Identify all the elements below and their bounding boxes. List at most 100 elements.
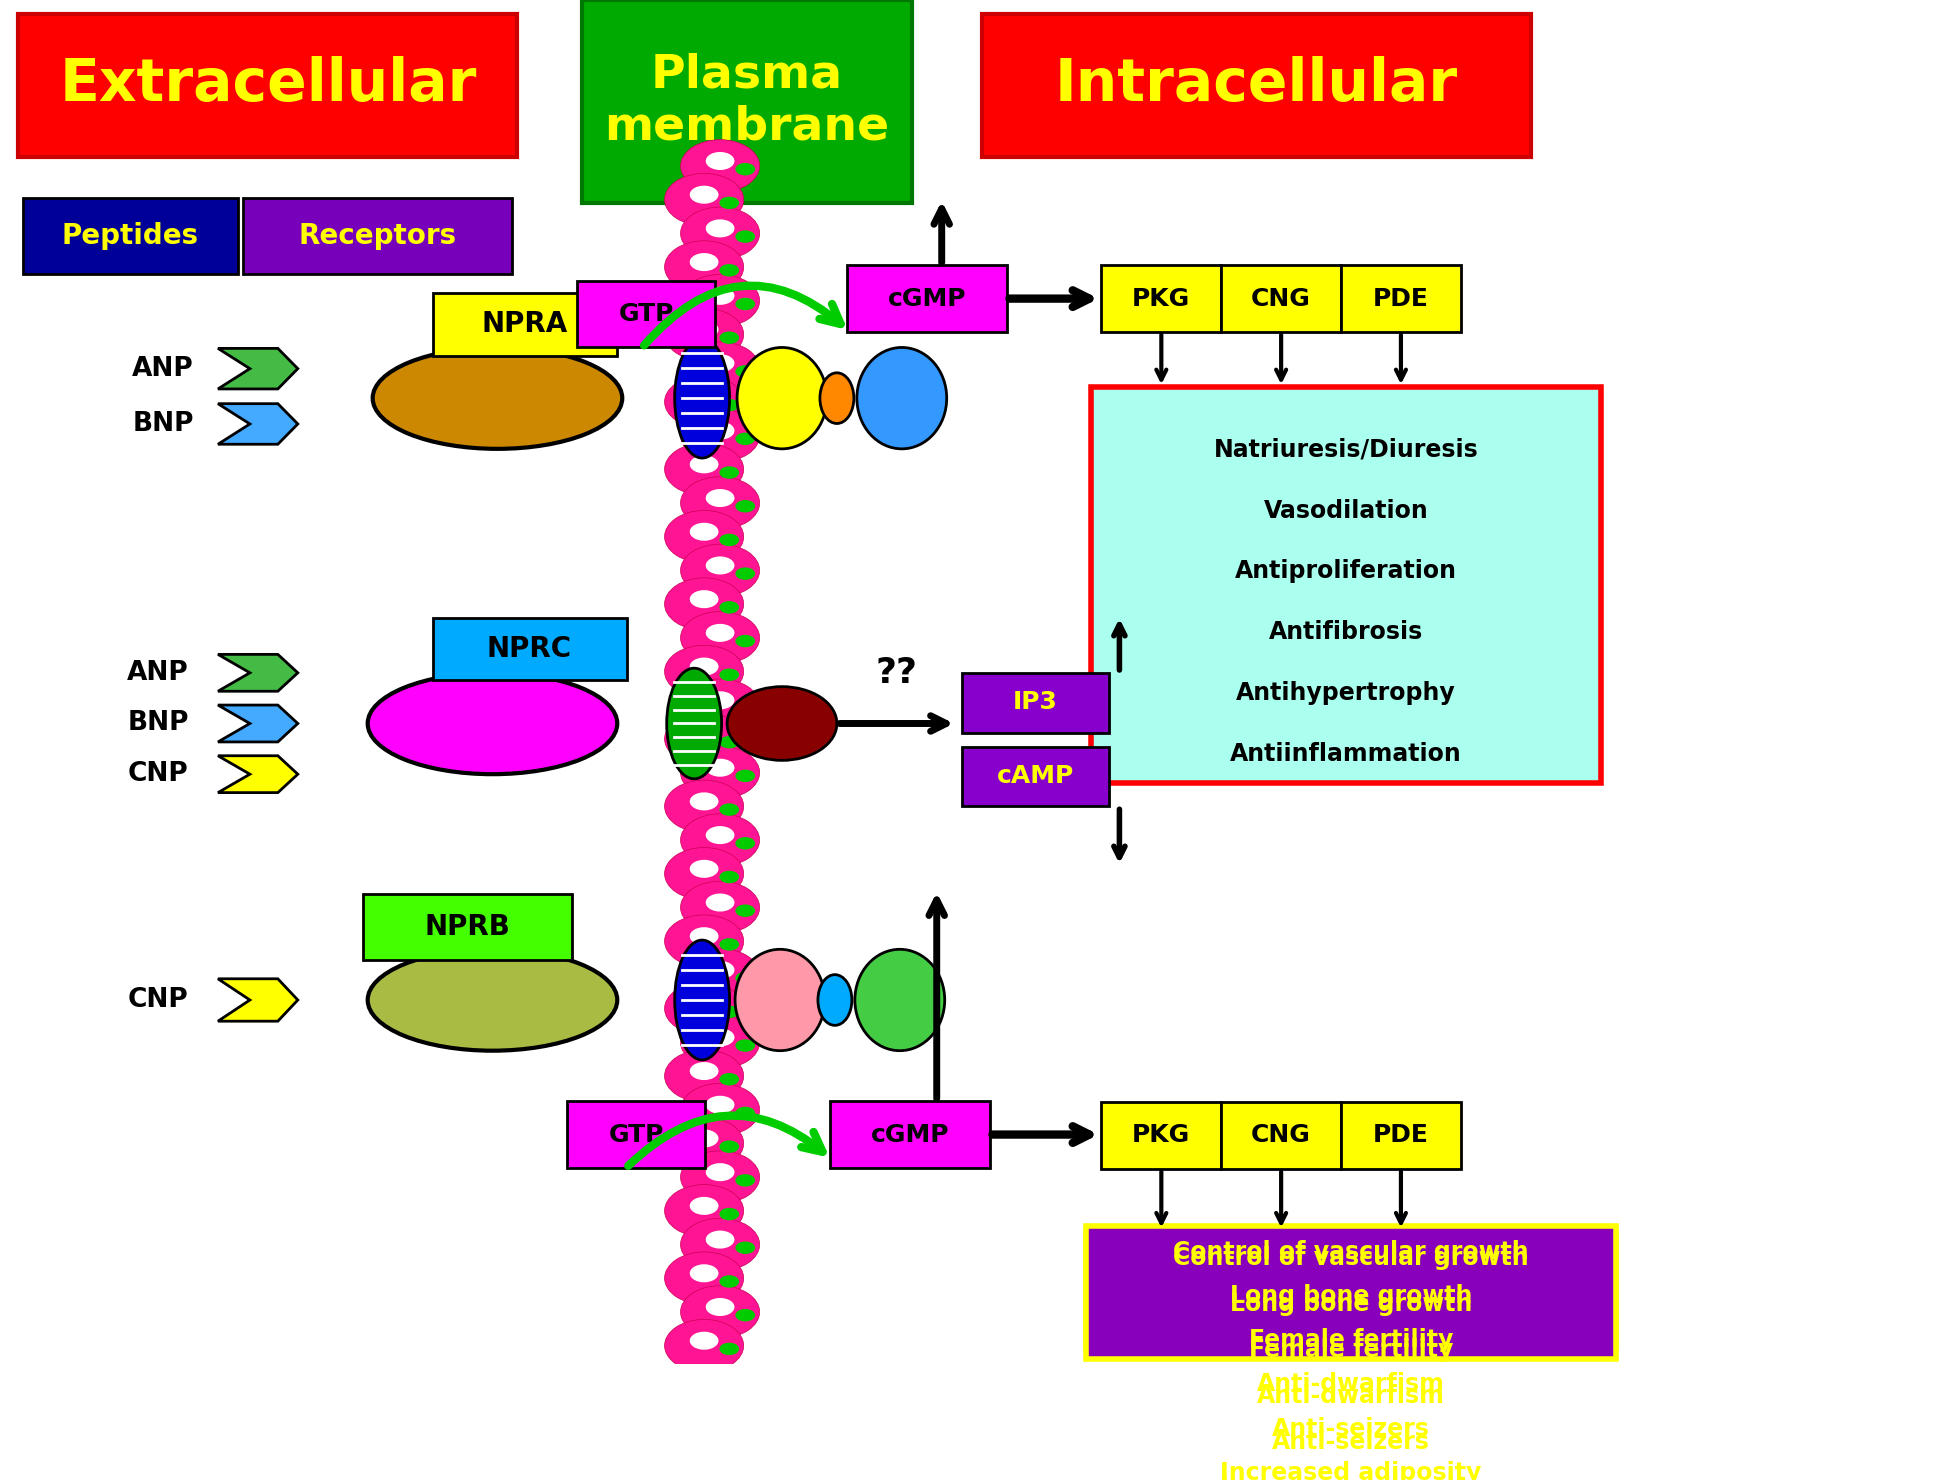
- Ellipse shape: [854, 949, 944, 1051]
- Ellipse shape: [690, 657, 718, 675]
- Ellipse shape: [667, 667, 722, 778]
- FancyBboxPatch shape: [981, 13, 1531, 157]
- FancyBboxPatch shape: [1102, 265, 1221, 332]
- Ellipse shape: [665, 1319, 743, 1372]
- Ellipse shape: [720, 466, 739, 478]
- Ellipse shape: [706, 556, 735, 574]
- Ellipse shape: [720, 1141, 739, 1153]
- Ellipse shape: [856, 348, 946, 448]
- Ellipse shape: [720, 534, 739, 546]
- Ellipse shape: [665, 577, 743, 630]
- Ellipse shape: [690, 253, 718, 271]
- Ellipse shape: [706, 1095, 735, 1114]
- FancyBboxPatch shape: [1086, 1225, 1615, 1360]
- Ellipse shape: [690, 1129, 718, 1147]
- FancyBboxPatch shape: [831, 1101, 991, 1168]
- Ellipse shape: [735, 635, 755, 647]
- Text: NPRA: NPRA: [482, 311, 567, 339]
- Text: GTP: GTP: [618, 302, 675, 326]
- Text: PKG: PKG: [1133, 1123, 1189, 1147]
- Ellipse shape: [706, 894, 735, 912]
- Ellipse shape: [720, 1208, 739, 1221]
- Text: Female fertility: Female fertility: [1248, 1338, 1453, 1362]
- Ellipse shape: [735, 1174, 755, 1187]
- Ellipse shape: [706, 961, 735, 978]
- Ellipse shape: [706, 354, 735, 373]
- Text: Anti-seizers: Anti-seizers: [1271, 1430, 1429, 1455]
- Ellipse shape: [735, 702, 755, 715]
- Ellipse shape: [372, 348, 622, 448]
- Ellipse shape: [681, 207, 760, 259]
- Text: CNG: CNG: [1252, 1123, 1310, 1147]
- Text: NPRC: NPRC: [488, 635, 571, 663]
- Text: Increased adiposity: Increased adiposity: [1221, 1461, 1482, 1480]
- Text: ANP: ANP: [133, 355, 193, 382]
- Ellipse shape: [681, 881, 760, 934]
- Ellipse shape: [690, 1197, 718, 1215]
- Ellipse shape: [735, 972, 755, 984]
- Text: Intracellular: Intracellular: [1055, 56, 1459, 114]
- Ellipse shape: [690, 456, 718, 474]
- Text: BNP: BNP: [127, 710, 189, 737]
- Ellipse shape: [665, 443, 743, 496]
- FancyBboxPatch shape: [244, 198, 513, 274]
- Ellipse shape: [735, 1242, 755, 1254]
- Ellipse shape: [690, 926, 718, 946]
- Ellipse shape: [665, 915, 743, 968]
- FancyBboxPatch shape: [18, 13, 517, 157]
- Ellipse shape: [735, 1107, 755, 1119]
- Polygon shape: [218, 348, 298, 389]
- Text: Female fertility: Female fertility: [1248, 1328, 1453, 1353]
- Ellipse shape: [665, 241, 743, 293]
- Ellipse shape: [735, 904, 755, 918]
- Ellipse shape: [681, 1017, 760, 1069]
- Ellipse shape: [690, 995, 718, 1012]
- Ellipse shape: [706, 219, 735, 237]
- Text: ANP: ANP: [127, 660, 189, 685]
- Text: Anti-seizers: Anti-seizers: [1271, 1416, 1429, 1440]
- Ellipse shape: [735, 366, 755, 377]
- Text: Long bone growth: Long bone growth: [1230, 1283, 1472, 1308]
- Ellipse shape: [735, 949, 825, 1051]
- Ellipse shape: [706, 422, 735, 440]
- Text: Control of vascular growth: Control of vascular growth: [1174, 1246, 1529, 1270]
- Ellipse shape: [720, 400, 739, 411]
- Ellipse shape: [690, 1264, 718, 1282]
- Ellipse shape: [681, 274, 760, 327]
- Text: Long bone growth: Long bone growth: [1230, 1292, 1472, 1316]
- Ellipse shape: [690, 591, 718, 608]
- Ellipse shape: [690, 860, 718, 878]
- FancyBboxPatch shape: [1342, 265, 1461, 332]
- Ellipse shape: [720, 1073, 739, 1085]
- Ellipse shape: [706, 826, 735, 844]
- Text: Antiproliferation: Antiproliferation: [1234, 559, 1457, 583]
- Ellipse shape: [665, 308, 743, 361]
- Text: Vasodilation: Vasodilation: [1264, 499, 1429, 522]
- Ellipse shape: [690, 1063, 718, 1080]
- Ellipse shape: [690, 1332, 718, 1350]
- FancyBboxPatch shape: [583, 0, 913, 203]
- Ellipse shape: [681, 1151, 760, 1203]
- Text: Antifibrosis: Antifibrosis: [1269, 620, 1424, 644]
- Text: Antiinflammation: Antiinflammation: [1230, 741, 1462, 767]
- Polygon shape: [218, 704, 298, 741]
- Ellipse shape: [665, 1049, 743, 1103]
- Ellipse shape: [681, 545, 760, 596]
- Ellipse shape: [675, 339, 729, 459]
- Ellipse shape: [690, 185, 718, 204]
- Ellipse shape: [706, 488, 735, 508]
- Ellipse shape: [720, 1276, 739, 1288]
- FancyBboxPatch shape: [363, 894, 573, 961]
- Text: GTP: GTP: [608, 1122, 663, 1147]
- Ellipse shape: [690, 522, 718, 540]
- Ellipse shape: [817, 975, 852, 1026]
- Ellipse shape: [675, 940, 729, 1060]
- Ellipse shape: [720, 870, 739, 884]
- Text: Plasma
membrane: Plasma membrane: [604, 53, 889, 149]
- Polygon shape: [218, 404, 298, 444]
- Ellipse shape: [720, 1342, 739, 1356]
- Text: Increased adiposity: Increased adiposity: [1221, 1477, 1482, 1480]
- Ellipse shape: [665, 780, 743, 833]
- Ellipse shape: [720, 263, 739, 277]
- Ellipse shape: [681, 139, 760, 192]
